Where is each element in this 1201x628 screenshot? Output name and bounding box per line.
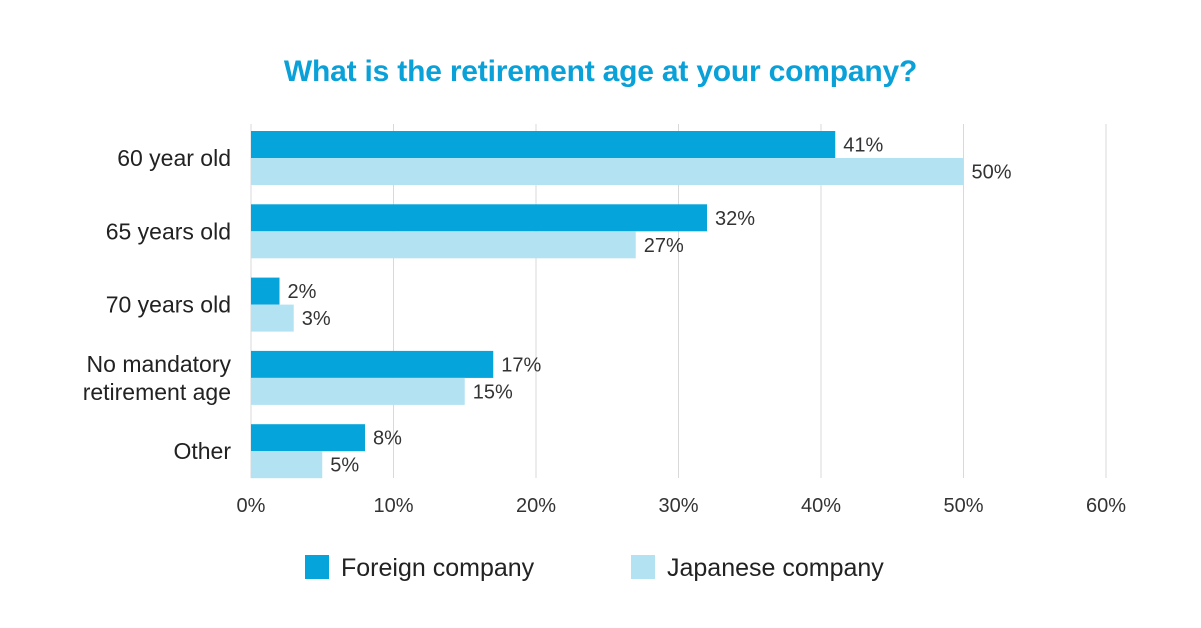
bar-foreign bbox=[251, 204, 707, 232]
legend-swatch bbox=[305, 555, 329, 579]
legend-label: Foreign company bbox=[341, 554, 535, 582]
x-tick-label: 40% bbox=[801, 495, 841, 517]
chart-title: What is the retirement age at your compa… bbox=[283, 55, 918, 88]
bar-japanese bbox=[251, 304, 294, 332]
bar-foreign bbox=[251, 350, 494, 378]
x-tick-label: 60% bbox=[1086, 495, 1126, 517]
data-label: 3% bbox=[302, 308, 331, 330]
bar-foreign bbox=[251, 424, 365, 452]
data-label: 50% bbox=[972, 162, 1012, 184]
x-tick-label: 30% bbox=[658, 495, 698, 517]
legend-label: Japanese company bbox=[667, 554, 884, 582]
category-label: 70 years old bbox=[106, 292, 231, 318]
category-label: No mandatory bbox=[87, 351, 232, 377]
bar-foreign bbox=[251, 277, 280, 305]
bar-japanese bbox=[251, 231, 636, 259]
data-label: 32% bbox=[715, 208, 755, 230]
category-label: 65 years old bbox=[106, 218, 231, 244]
data-label: 17% bbox=[501, 354, 541, 376]
bar-foreign bbox=[251, 131, 836, 158]
x-tick-label: 10% bbox=[373, 495, 413, 517]
data-label: 2% bbox=[288, 281, 317, 303]
bar-japanese bbox=[251, 377, 465, 405]
x-tick-label: 20% bbox=[516, 495, 556, 517]
data-label: 41% bbox=[843, 135, 883, 157]
data-label: 27% bbox=[644, 235, 684, 257]
category-label: 60 year old bbox=[117, 145, 231, 171]
category-label: retirement age bbox=[83, 379, 231, 405]
data-label: 5% bbox=[330, 455, 359, 477]
x-tick-label: 0% bbox=[237, 495, 266, 517]
bar-japanese bbox=[251, 158, 964, 185]
legend-swatch bbox=[631, 555, 655, 579]
x-tick-label: 50% bbox=[943, 495, 983, 517]
data-label: 15% bbox=[473, 381, 513, 403]
data-label: 8% bbox=[373, 428, 402, 450]
category-label: Other bbox=[173, 438, 231, 464]
bar-japanese bbox=[251, 451, 323, 479]
